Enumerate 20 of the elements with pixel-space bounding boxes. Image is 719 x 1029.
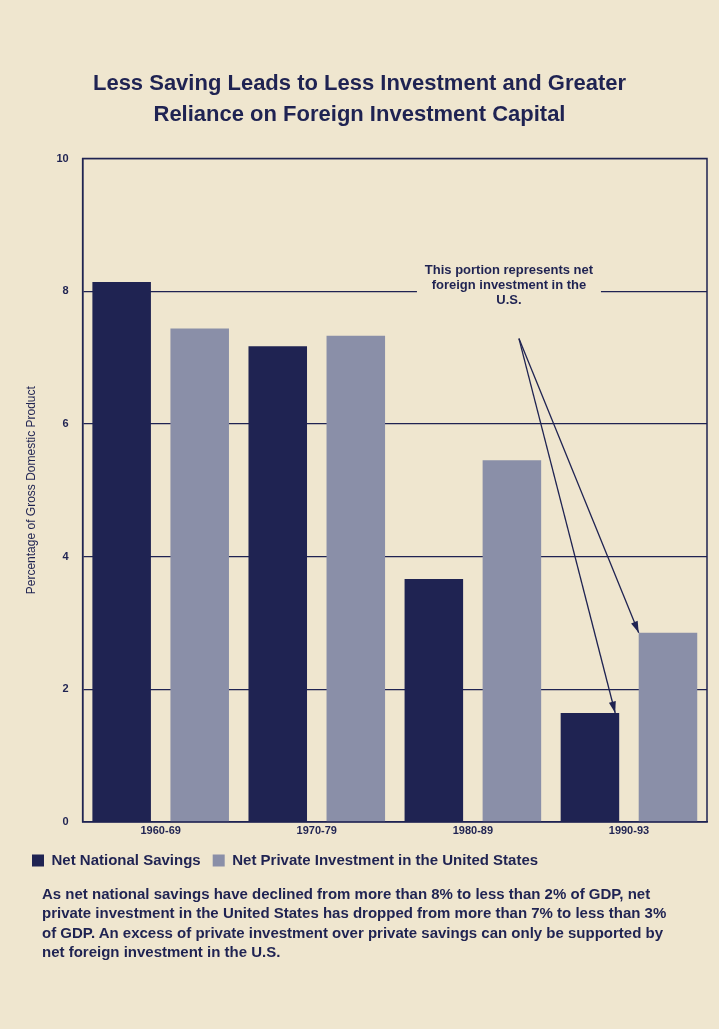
legend-label: Net Private Investment in the United States — [232, 850, 539, 868]
y-tick-label: 8 — [62, 283, 69, 296]
bar — [326, 335, 386, 821]
text: As net national savings have declined from more than 8% to less than 2% of GDP, net private investment in the United States has dropped from more than 7% to less than 3% of GDP. An excess of private investment over private savings can only be supported by net foreign investment in the U.S. — [41, 883, 668, 962]
bar — [482, 459, 542, 821]
annotation: This portion represents net foreign investment in the U.S. — [424, 261, 594, 307]
x-tick-label: 1980-89 — [452, 824, 494, 837]
y-tick-label: 2 — [62, 681, 69, 694]
chart-title: Less Saving Leads to Less Investment and Greater Reliance on Foreign Investment Capital — [91, 69, 628, 128]
y-tick-label: 6 — [62, 416, 69, 429]
y-tick-label: 4 — [62, 549, 70, 562]
x-tick-label: 1990-93 — [608, 824, 650, 837]
x-tick-label: 1970-79 — [296, 824, 337, 837]
y-axis-title: Percentage of Gross Domestic Product — [23, 385, 38, 594]
bar — [638, 632, 698, 821]
legend-label: Net National Savings — [51, 850, 201, 868]
x-tick-label: 1960-69 — [140, 824, 181, 837]
y-tick-label: 10 — [56, 151, 69, 164]
bar — [170, 327, 229, 821]
y-tick-label: 0 — [62, 814, 69, 827]
